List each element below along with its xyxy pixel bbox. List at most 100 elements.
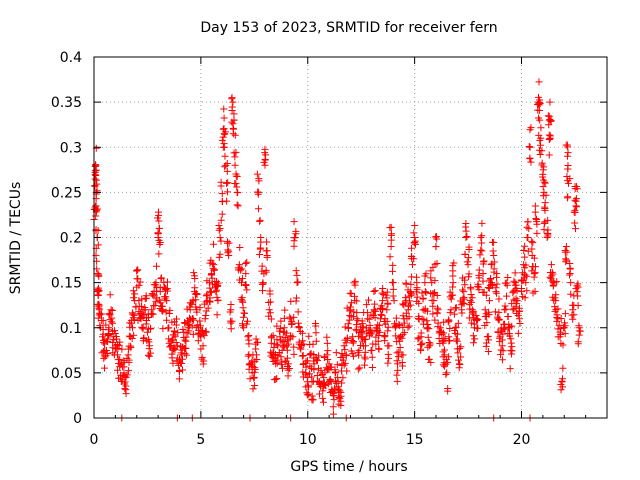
data-point	[344, 324, 352, 332]
y-tick-label: 0.05	[51, 366, 82, 382]
data-point	[521, 294, 529, 302]
data-point	[179, 366, 187, 374]
data-point	[332, 349, 340, 357]
data-point	[495, 295, 503, 303]
data-point	[220, 114, 228, 122]
data-point	[308, 392, 316, 400]
data-point	[451, 326, 459, 334]
data-point	[378, 311, 386, 319]
data-point	[123, 371, 131, 379]
data-point	[394, 366, 402, 374]
data-point	[562, 258, 570, 266]
data-point	[100, 347, 108, 355]
data-point	[172, 338, 180, 346]
data-point	[538, 159, 546, 167]
data-point	[229, 124, 237, 132]
data-point	[152, 297, 160, 305]
data-point	[227, 319, 235, 327]
data-point	[371, 314, 379, 322]
data-point	[284, 340, 292, 348]
data-point	[207, 288, 215, 296]
data-point	[224, 179, 232, 187]
data-point	[535, 107, 543, 115]
data-point	[292, 230, 300, 238]
data-point	[147, 349, 155, 357]
data-point	[299, 351, 307, 359]
data-point	[254, 188, 262, 196]
data-point	[251, 365, 259, 373]
data-point	[379, 304, 387, 312]
data-point	[127, 319, 135, 327]
data-point	[277, 353, 285, 361]
data-point	[525, 225, 533, 233]
data-point	[388, 278, 396, 286]
data-point	[393, 349, 401, 357]
data-point	[547, 261, 555, 269]
data-point	[566, 264, 574, 272]
data-point	[131, 290, 139, 298]
data-point	[531, 202, 539, 210]
data-point	[347, 303, 355, 311]
data-point	[252, 335, 260, 343]
data-point	[387, 231, 395, 239]
data-point	[415, 299, 423, 307]
data-point	[455, 356, 462, 364]
data-point	[213, 278, 221, 286]
data-point	[309, 340, 317, 348]
data-point	[541, 204, 549, 212]
data-point	[136, 278, 144, 286]
x-tick-label: 10	[299, 432, 317, 448]
data-point	[337, 401, 345, 409]
data-point	[572, 225, 580, 233]
data-point	[349, 333, 357, 341]
data-point	[253, 339, 261, 347]
data-point	[116, 355, 124, 363]
data-point	[536, 151, 544, 159]
data-point	[490, 258, 498, 266]
data-point	[116, 338, 124, 346]
data-point	[553, 311, 561, 319]
data-point	[418, 315, 426, 323]
x-axis-label: GPS time / hours	[290, 459, 407, 475]
data-point	[552, 291, 560, 299]
data-point	[379, 297, 387, 305]
data-point	[251, 381, 259, 389]
data-point	[353, 297, 361, 305]
data-point	[430, 290, 438, 298]
data-point	[431, 277, 439, 285]
data-point	[158, 306, 166, 314]
x-tick-label: 0	[90, 432, 99, 448]
data-point	[396, 322, 404, 330]
data-point	[346, 289, 354, 297]
data-point	[91, 175, 99, 183]
data-point	[404, 323, 412, 331]
data-point	[342, 352, 350, 360]
data-point	[557, 315, 565, 323]
data-point	[571, 219, 579, 227]
data-point	[140, 311, 148, 319]
data-point	[142, 292, 150, 300]
data-point	[468, 294, 476, 302]
data-point	[327, 378, 335, 386]
data-point	[401, 294, 409, 302]
data-point	[474, 315, 482, 323]
data-point	[157, 299, 165, 307]
data-point	[433, 291, 441, 299]
data-point	[562, 256, 570, 264]
data-point	[178, 359, 186, 367]
data-point	[576, 327, 584, 335]
data-point	[126, 333, 134, 341]
data-point	[273, 359, 281, 367]
data-point	[100, 364, 108, 372]
data-point	[148, 310, 156, 318]
data-point	[95, 301, 103, 309]
data-point	[319, 387, 327, 395]
data-point	[323, 351, 331, 359]
data-point	[128, 324, 136, 332]
data-point	[459, 274, 467, 282]
data-point	[383, 306, 391, 314]
data-point	[528, 245, 536, 253]
data-point	[539, 173, 547, 181]
data-point	[102, 346, 110, 354]
data-point	[300, 340, 308, 348]
